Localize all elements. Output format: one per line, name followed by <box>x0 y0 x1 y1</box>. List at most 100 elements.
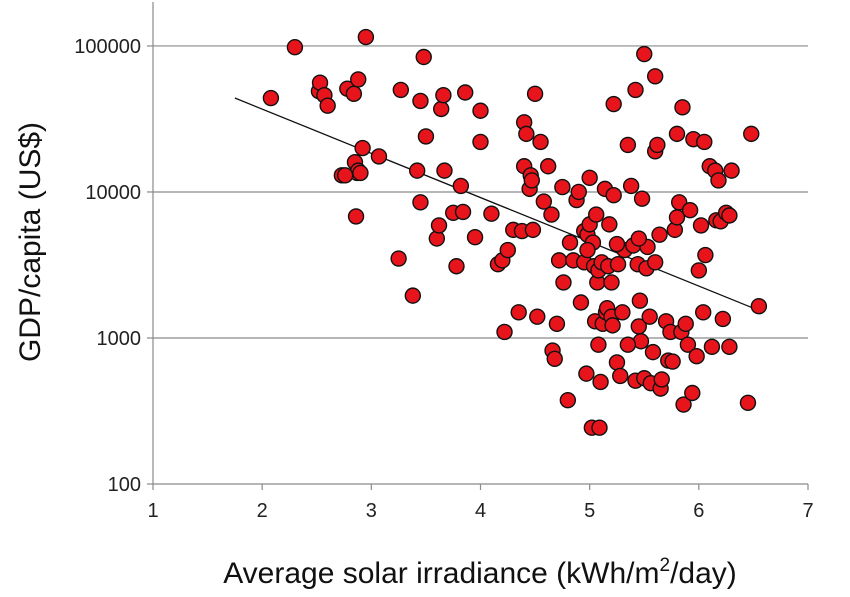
x-tick-label: 2 <box>257 500 268 522</box>
data-point <box>483 205 500 222</box>
data-point <box>390 250 407 267</box>
gridlines <box>153 45 808 339</box>
x-tick-label: 5 <box>584 500 595 522</box>
data-point <box>412 194 429 211</box>
data-point <box>548 315 566 333</box>
data-point <box>543 206 560 223</box>
data-point <box>631 292 649 309</box>
y-axis-title: GDP/capita (US$) <box>14 122 47 362</box>
data-point <box>723 162 740 179</box>
data-point <box>336 167 354 184</box>
data-point <box>646 68 664 85</box>
data-point <box>415 48 432 66</box>
data-point <box>619 136 637 154</box>
data-point <box>286 39 304 56</box>
x-axis-title: Average solar irradiance (kWh/m2/day) <box>223 555 737 590</box>
data-point <box>554 178 571 196</box>
data-point <box>555 274 572 291</box>
data-point <box>674 99 691 116</box>
data-point <box>404 287 422 304</box>
y-tick-label: 10000 <box>85 182 141 204</box>
data-point <box>559 391 577 409</box>
trendline <box>234 97 754 309</box>
data-point <box>670 194 688 211</box>
data-point <box>457 84 474 101</box>
data-point <box>677 315 694 333</box>
data-point <box>546 350 563 368</box>
data-point <box>590 336 607 353</box>
data-point <box>561 234 579 251</box>
data-point <box>664 353 681 370</box>
data-point <box>466 229 484 246</box>
data-point <box>622 177 640 195</box>
data-point <box>739 394 757 411</box>
data-point <box>649 136 666 154</box>
data-point <box>641 308 658 325</box>
data-point <box>668 125 686 143</box>
y-tick-label: 1000 <box>97 328 142 350</box>
data-point <box>448 258 465 275</box>
data-point <box>452 177 470 195</box>
data-point <box>472 133 489 151</box>
data-point <box>646 254 664 271</box>
data-point <box>539 158 557 175</box>
data-point <box>524 221 542 239</box>
x-tick-label: 1 <box>147 500 158 522</box>
data-point <box>605 95 622 113</box>
y-tick-label: 100000 <box>74 36 141 58</box>
data-point <box>636 45 653 63</box>
data-point <box>614 304 631 321</box>
data-point <box>535 193 553 210</box>
data-point <box>454 203 472 221</box>
data-point <box>644 343 662 361</box>
data-point <box>592 373 609 391</box>
data-point <box>436 162 453 179</box>
data-point <box>750 298 768 315</box>
y-tick-label: 100 <box>108 474 141 496</box>
data-point <box>529 308 546 325</box>
data-point <box>651 226 668 243</box>
data-point <box>523 172 541 189</box>
data-point <box>721 207 738 224</box>
data-point <box>262 89 280 107</box>
data-point <box>572 294 590 311</box>
x-tick-label: 6 <box>693 500 704 522</box>
axes <box>147 2 809 490</box>
data-point <box>510 304 527 321</box>
data-point <box>601 216 618 233</box>
data-point <box>408 162 426 179</box>
data-point <box>588 206 605 223</box>
x-tick-label: 3 <box>366 500 377 522</box>
data-point <box>684 384 701 402</box>
data-point <box>430 217 448 234</box>
data-point <box>714 310 732 328</box>
data-point <box>630 230 647 247</box>
data-point <box>609 256 627 273</box>
data-point <box>695 304 712 321</box>
data-point <box>703 338 721 356</box>
data-point <box>319 97 336 114</box>
data-point <box>518 125 535 143</box>
data-point <box>619 336 637 353</box>
data-point <box>608 354 626 371</box>
data-point <box>604 317 621 334</box>
data-point <box>697 246 714 264</box>
tick-labels: 100 1000 10000 100000 1 2 3 4 5 6 7 <box>74 36 813 522</box>
data-point <box>581 169 598 187</box>
data-point <box>350 71 367 88</box>
data-point <box>692 217 710 234</box>
data-point <box>496 323 513 341</box>
trendline-layer <box>234 97 754 309</box>
data-point <box>675 396 692 413</box>
data-point <box>743 125 760 143</box>
data-point <box>710 172 727 189</box>
data-points <box>262 28 768 436</box>
data-point <box>354 139 371 157</box>
data-point <box>412 92 429 110</box>
data-point <box>653 371 670 388</box>
data-point <box>352 164 369 182</box>
data-point <box>499 241 516 259</box>
data-point <box>721 338 738 356</box>
data-point <box>579 241 596 259</box>
